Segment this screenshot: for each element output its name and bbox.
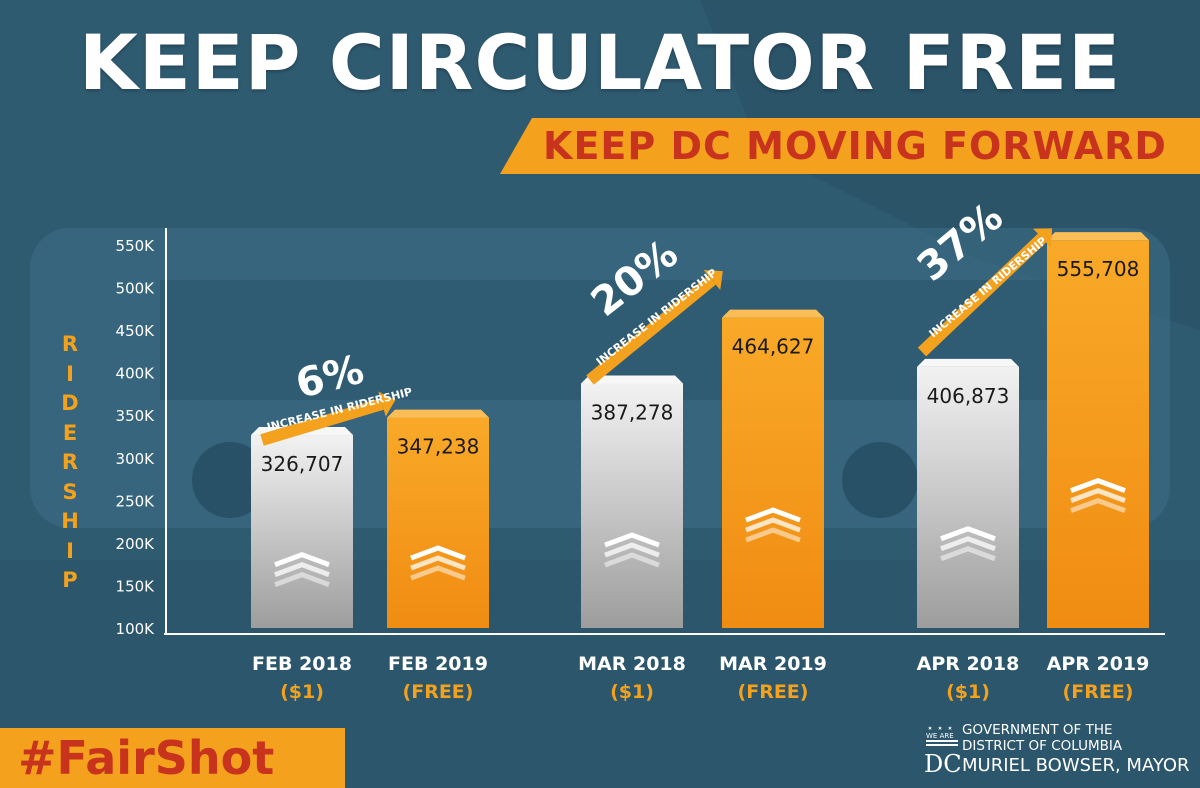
logo-big-text: DC bbox=[924, 750, 962, 778]
bar-top-bevel bbox=[1047, 232, 1149, 241]
increase-annotation: 20%INCREASE IN RIDERSHIP bbox=[583, 231, 723, 385]
chevron-up-icon bbox=[274, 552, 330, 588]
subtitle-banner bbox=[500, 118, 1200, 174]
y-tick-label: 550K bbox=[116, 237, 156, 255]
bar bbox=[722, 317, 824, 628]
bar-value-label: 464,627 bbox=[732, 335, 815, 359]
bar-top-bevel bbox=[581, 375, 683, 384]
increase-annotation: 37%INCREASE IN RIDERSHIP bbox=[909, 194, 1053, 357]
logo-small-text: WE ARE bbox=[926, 732, 954, 740]
y-tick-label: 350K bbox=[116, 407, 156, 425]
chevron-up-icon bbox=[604, 532, 660, 568]
bar-top-bevel bbox=[722, 309, 824, 318]
x-tick-label: MAR 2018 ($1) bbox=[578, 653, 686, 703]
bar-value-label: 387,278 bbox=[591, 400, 674, 424]
chevron-up-icon bbox=[1070, 477, 1126, 513]
gov-line-2: DISTRICT OF COLUMBIA bbox=[962, 738, 1123, 754]
y-tick-label: 100K bbox=[116, 620, 156, 638]
hashtag-banner bbox=[0, 728, 345, 788]
hashtag: #FairShot bbox=[18, 731, 275, 785]
chevron-up-icon bbox=[940, 526, 996, 562]
bar-value-label: 555,708 bbox=[1057, 257, 1140, 281]
bar-top-bevel bbox=[917, 358, 1019, 367]
bar-value-label: 326,707 bbox=[261, 452, 344, 476]
chevron-up-icon bbox=[410, 545, 466, 581]
arrow-head-icon bbox=[1033, 228, 1053, 248]
subtitle: KEEP DC MOVING FORWARD bbox=[543, 124, 1167, 168]
chevron-up-icon bbox=[745, 507, 801, 543]
y-tick-label: 400K bbox=[116, 365, 156, 383]
gov-line-3: MURIEL BOWSER, MAYOR bbox=[962, 755, 1190, 776]
y-tick-label: 300K bbox=[116, 450, 156, 468]
bar bbox=[581, 383, 683, 628]
government-signature: WE ARE DC GOVERNMENT OF THE DISTRICT OF … bbox=[920, 722, 1190, 782]
x-tick-label: MAR 2019 (FREE) bbox=[719, 653, 827, 703]
we-are-dc-logo: WE ARE DC bbox=[924, 726, 962, 778]
bar bbox=[251, 435, 353, 628]
arrow-head-icon bbox=[378, 391, 396, 417]
arrow-shaft bbox=[260, 398, 384, 446]
arrow-head-icon bbox=[703, 269, 723, 291]
bar bbox=[387, 417, 489, 628]
x-tick-label: APR 2018 ($1) bbox=[916, 653, 1020, 703]
arrow-shaft bbox=[586, 275, 716, 385]
y-tick-label: 450K bbox=[116, 322, 156, 340]
gov-line-1: GOVERNMENT OF THE bbox=[962, 722, 1113, 738]
x-tick-label: APR 2019 (FREE) bbox=[1046, 653, 1150, 703]
bar-top-bevel bbox=[387, 409, 489, 418]
bar-value-label: 406,873 bbox=[927, 384, 1010, 408]
y-tick-label: 200K bbox=[116, 535, 156, 553]
y-tick-label: 250K bbox=[116, 492, 156, 510]
x-tick-label: FEB 2019 (FREE) bbox=[388, 653, 488, 703]
arrow-shaft bbox=[917, 233, 1047, 357]
y-tick-label: 500K bbox=[116, 280, 156, 298]
y-tick-label: 150K bbox=[116, 577, 156, 595]
x-tick-label: FEB 2018 ($1) bbox=[252, 653, 352, 703]
bar bbox=[1047, 240, 1149, 629]
bar-value-label: 347,238 bbox=[397, 435, 480, 459]
page-title: KEEP CIRCULATOR FREE bbox=[79, 18, 1121, 107]
bar bbox=[917, 366, 1019, 628]
